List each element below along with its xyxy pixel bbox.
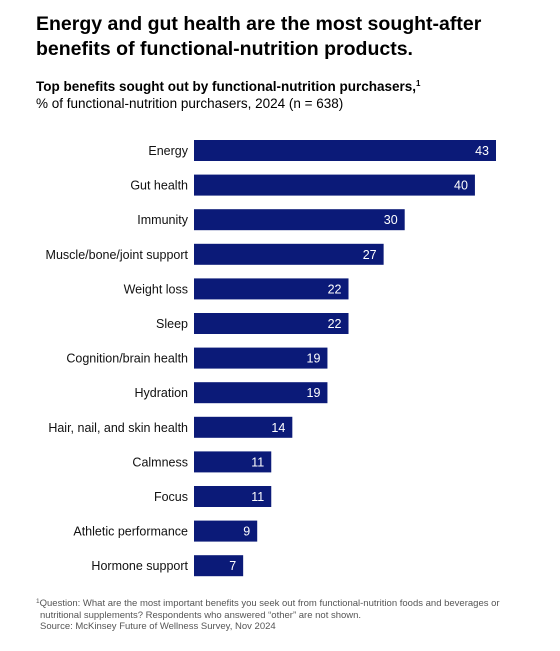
value-label-energy: 43	[475, 144, 489, 158]
value-label-hair-nail-and-skin-health: 14	[271, 421, 285, 435]
bar-immunity	[194, 209, 405, 231]
category-label-weight-loss: Weight loss	[124, 282, 188, 296]
value-label-weight-loss: 22	[328, 282, 342, 296]
category-label-hormone-support: Hormone support	[91, 559, 188, 573]
category-label-energy: Energy	[148, 144, 188, 158]
footnote: 1Question: What are the most important b…	[36, 598, 536, 633]
bar-focus	[194, 486, 272, 507]
footnote-question-text-1: Question: What are the most important be…	[39, 598, 500, 609]
value-label-hydration: 19	[307, 386, 321, 400]
category-label-hair-nail-and-skin-health: Hair, nail, and skin health	[48, 421, 188, 435]
bar-chart: Energy 43 Gut health 40 Immunity 30 Muscle/bon…	[46, 140, 496, 577]
category-label-cognition-brain-health: Cognition/brain health	[66, 352, 188, 366]
chart-title-text: Top benefits sought out by functional-nu…	[36, 79, 416, 94]
category-label-gut-health: Gut health	[130, 179, 188, 193]
value-label-cognition-brain-health: 19	[307, 352, 321, 366]
value-label-hormone-support: 7	[229, 559, 236, 573]
bar-hydration	[194, 382, 328, 404]
bar-weight-loss	[194, 278, 349, 300]
category-label-muscle-bone-joint-support: Muscle/bone/joint support	[46, 248, 189, 262]
footnote-question-line-1: 1Question: What are the most important b…	[36, 598, 536, 610]
bar-cognition-brain-health	[194, 347, 328, 369]
value-label-muscle-bone-joint-support: 27	[363, 248, 377, 262]
value-label-calmness: 11	[251, 455, 264, 469]
bar-hair-nail-and-skin-health	[194, 416, 293, 438]
category-label-sleep: Sleep	[156, 317, 188, 331]
bar-sleep	[194, 313, 349, 334]
value-label-athletic-performance: 9	[243, 525, 250, 539]
value-label-immunity: 30	[384, 213, 398, 227]
value-label-sleep: 22	[328, 317, 342, 331]
footnote-question-line-2: nutritional supplements? Respondents who…	[40, 609, 362, 621]
category-label-athletic-performance: Athletic performance	[73, 525, 188, 539]
bar-calmness	[194, 451, 272, 473]
category-label-calmness: Calmness	[132, 455, 188, 469]
category-label-immunity: Immunity	[137, 213, 188, 227]
category-label-focus: Focus	[154, 490, 188, 504]
chart-title: Top benefits sought out by functional-nu…	[36, 78, 536, 95]
value-label-gut-health: 40	[454, 179, 468, 193]
bar-energy	[194, 140, 496, 161]
category-label-hydration: Hydration	[135, 386, 189, 400]
value-label-focus: 11	[251, 490, 264, 504]
chart-title-footnote-marker: 1	[416, 79, 421, 88]
bar-gut-health	[194, 174, 475, 196]
chart-subtitle: % of functional-nutrition purchasers, 20…	[36, 96, 344, 111]
headline: Energy and gut health are the most sough…	[36, 13, 482, 60]
bar-muscle-bone-joint-support	[194, 243, 384, 265]
bar-hormone-support	[194, 555, 244, 577]
footnote-source: Source: McKinsey Future of Wellness Surv…	[40, 621, 276, 632]
bar-athletic-performance	[194, 520, 258, 542]
footnote-marker: 1	[36, 598, 40, 605]
